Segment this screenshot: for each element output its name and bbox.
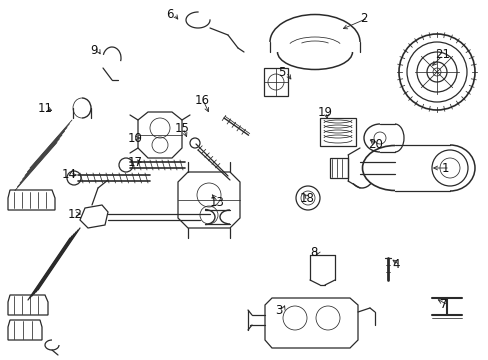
Text: 20: 20 [367,139,382,152]
Text: 13: 13 [209,195,224,208]
Text: 4: 4 [391,258,399,271]
Bar [329,158,347,178]
Text: 19: 19 [317,105,332,118]
Text: 2: 2 [359,12,367,24]
Bar [319,118,355,146]
Text: 9: 9 [90,44,97,57]
Text: 3: 3 [274,303,282,316]
Text: 16: 16 [195,94,209,107]
Text: 5: 5 [278,66,285,78]
Bar [264,68,287,96]
Text: 6: 6 [165,8,173,21]
Text: 18: 18 [299,192,314,204]
Text: 10: 10 [128,131,142,144]
Text: 21: 21 [434,49,449,62]
Text: 7: 7 [439,298,447,311]
Text: 12: 12 [68,207,83,220]
Text: 14: 14 [62,168,77,181]
Text: 15: 15 [175,122,189,135]
Text: 8: 8 [309,246,317,258]
Text: 11: 11 [38,102,53,114]
Text: 17: 17 [128,156,142,168]
Text: 1: 1 [441,162,448,175]
